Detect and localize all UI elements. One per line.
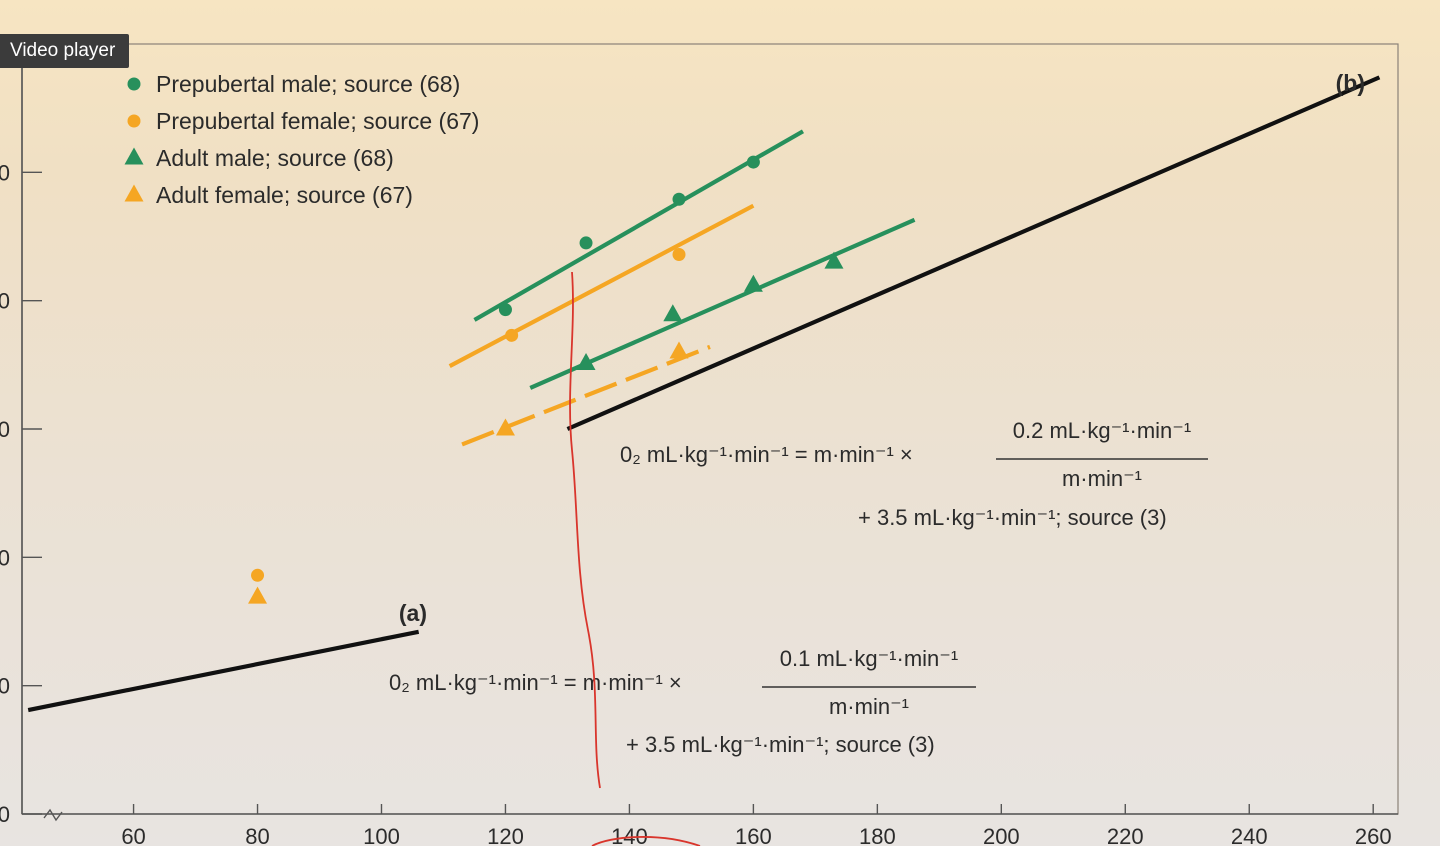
data-point (669, 341, 689, 359)
data-point (743, 274, 763, 292)
data-point (576, 353, 596, 371)
series-line (448, 203, 755, 368)
x-tick-label: 100 (363, 824, 400, 846)
x-tick-label: 140 (611, 824, 648, 846)
y-tick-label: 0 (0, 417, 10, 442)
y-tick-label: 0 (0, 545, 10, 570)
legend-label: Prepubertal male; source (68) (156, 71, 460, 97)
data-point (495, 418, 515, 436)
equation-b-numerator: 0.2 mL·kg⁻¹·min⁻¹ (1013, 418, 1191, 443)
label-a: (a) (399, 600, 427, 626)
pen-annotation (569, 271, 601, 789)
data-point (579, 236, 593, 250)
legend-marker (127, 77, 141, 91)
x-tick-label: 240 (1231, 824, 1268, 846)
pen-annotation-scribble (591, 836, 701, 846)
legend-label: Adult female; source (67) (156, 182, 413, 208)
x-tick-label: 200 (983, 824, 1020, 846)
data-point (663, 304, 683, 322)
equation-b-tail: + 3.5 mL·kg⁻¹·min⁻¹; source (3) (858, 505, 1167, 530)
label-b: (b) (1336, 70, 1365, 96)
legend-label: Adult male; source (68) (156, 145, 394, 171)
y-tick-label: 0 (0, 802, 10, 827)
y-tick-label: 0 (0, 674, 10, 699)
x-tick-label: 260 (1355, 824, 1392, 846)
data-point (672, 192, 686, 206)
x-tick-label: 60 (121, 824, 145, 846)
data-point (505, 328, 519, 342)
equation-b-denominator: m·min⁻¹ (1062, 466, 1142, 491)
equation-a-denominator: m·min⁻¹ (829, 694, 909, 719)
data-point (251, 568, 265, 582)
legend-label: Prepubertal female; source (67) (156, 108, 479, 134)
data-point (746, 155, 760, 169)
y-tick-label: 0 (0, 160, 10, 185)
x-tick-label: 220 (1107, 824, 1144, 846)
x-tick-label: 120 (487, 824, 524, 846)
axis-break-mark (43, 808, 63, 822)
data-point (824, 251, 844, 269)
data-point (248, 586, 268, 604)
series-lines (27, 75, 1381, 713)
equation-b-lhs: 0₂ mL·kg⁻¹·min⁻¹ = m·min⁻¹ × (620, 442, 913, 467)
series-points (248, 155, 844, 604)
x-tick-label: 160 (735, 824, 772, 846)
x-tick-label: 80 (245, 824, 269, 846)
series-line (566, 75, 1381, 431)
annotations: (b) (a) 0₂ mL·kg⁻¹·min⁻¹ = m·min⁻¹ × 0.2 mL… (389, 70, 1365, 757)
equation-a-tail: + 3.5 mL·kg⁻¹·min⁻¹; source (3) (626, 732, 935, 757)
x-tick-label: 180 (859, 824, 896, 846)
legend-marker (127, 114, 141, 128)
y-tick-label: 0 (0, 289, 10, 314)
legend-marker (124, 147, 144, 165)
legend-marker (124, 184, 144, 202)
equation-a-lhs: 0₂ mL·kg⁻¹·min⁻¹ = m·min⁻¹ × (389, 670, 682, 695)
video-player-badge: Video player (0, 34, 130, 68)
data-point (672, 247, 686, 261)
legend: Prepubertal male; source (68) Prepubertal… (124, 71, 479, 208)
series-line (529, 217, 916, 390)
series-line (27, 629, 420, 713)
equation-a-numerator: 0.1 mL·kg⁻¹·min⁻¹ (780, 646, 958, 671)
axis-ticks: 60801001201401601802002202402600000000 (0, 32, 1392, 846)
data-point (498, 303, 512, 317)
